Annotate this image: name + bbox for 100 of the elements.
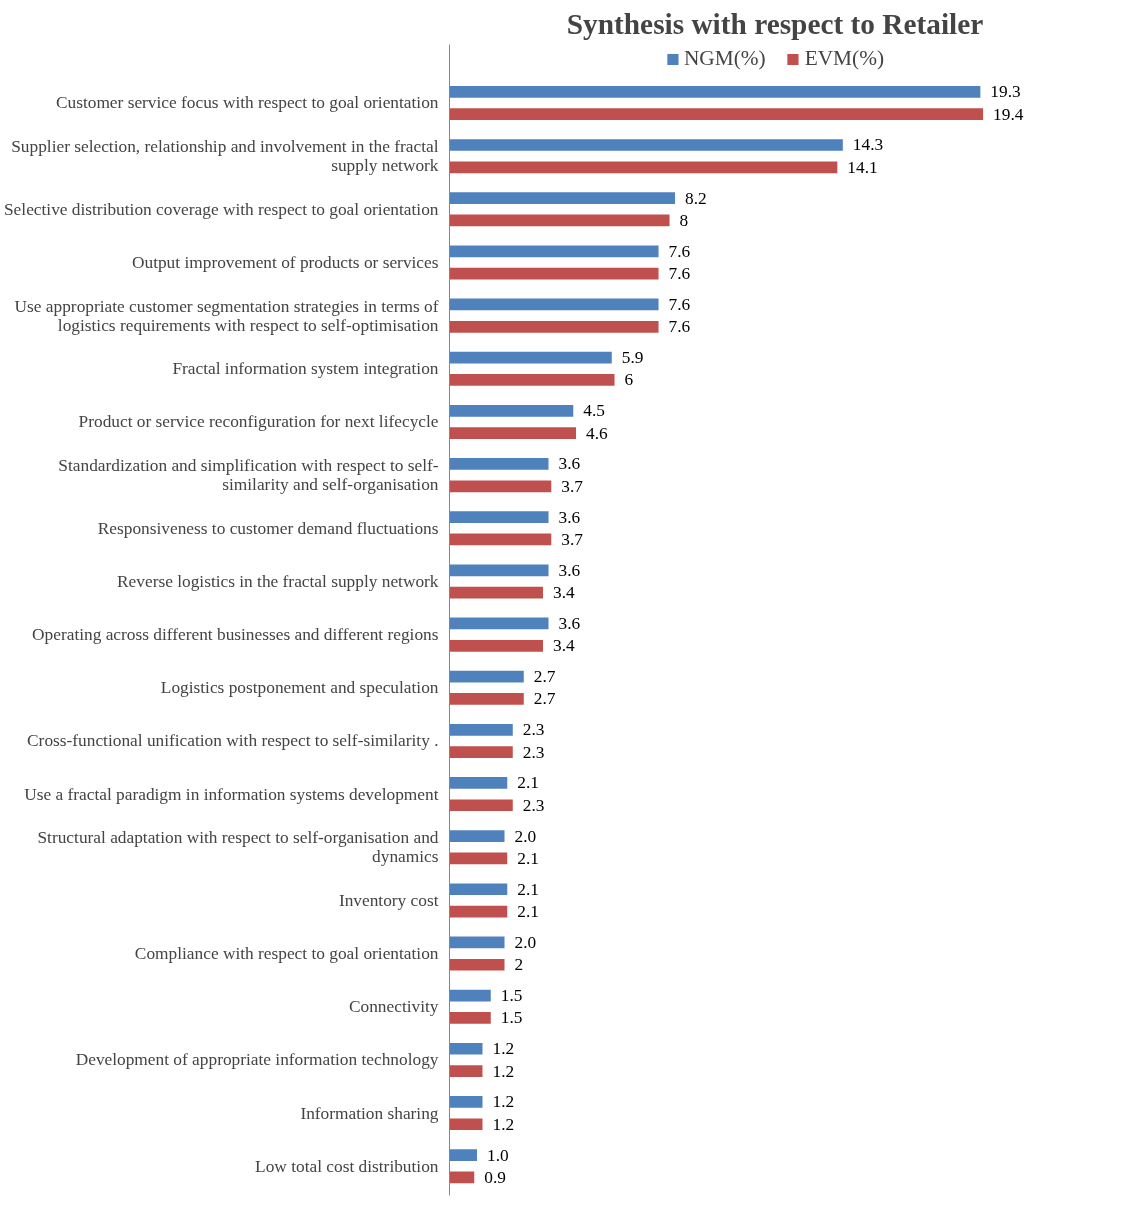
data-label: 1.2	[492, 1039, 515, 1059]
bar	[449, 108, 984, 120]
y-tick-label: Logistics postponement and speculation	[160, 678, 439, 698]
data-label: 19.4	[993, 104, 1024, 124]
data-label: 1.0	[487, 1145, 509, 1165]
bar	[449, 245, 659, 258]
data-label: 8.2	[685, 188, 707, 208]
bar	[449, 693, 524, 705]
data-label: 1.2	[492, 1092, 515, 1112]
data-label: 3.6	[558, 507, 581, 527]
data-label: 0.9	[484, 1167, 506, 1187]
legend-label: EVM(%)	[804, 46, 885, 71]
data-label: 2.3	[522, 795, 545, 815]
bar	[449, 989, 491, 1002]
data-label: 3.6	[558, 613, 581, 633]
data-label: 2.0	[514, 826, 537, 846]
bar	[449, 670, 524, 683]
bar	[449, 511, 549, 523]
bar	[449, 723, 513, 736]
bar	[449, 639, 544, 652]
bar	[449, 564, 549, 577]
bar	[449, 1149, 478, 1161]
bar	[449, 1012, 491, 1024]
data-label: 7.6	[668, 241, 691, 261]
y-tick-label: Customer service focus with respect to goal orientation	[55, 93, 439, 113]
y-tick-label: Fractal information system integration	[172, 359, 439, 379]
data-label: 7.6	[668, 264, 691, 284]
y-tick-label: Selective distribution coverage with respect to goal orientation	[3, 199, 439, 219]
data-label: 6	[624, 370, 634, 390]
bar	[449, 799, 513, 812]
y-tick-label: Supplier selection, relationship and involvement in the fractal supply network	[11, 137, 439, 176]
data-label: 2.0	[514, 932, 537, 952]
bar	[449, 1096, 483, 1108]
bar	[449, 351, 612, 364]
data-label: 3.7	[561, 476, 584, 496]
y-tick-label: Product or service reconfiguration for next lifecycle	[78, 412, 439, 432]
bar	[449, 617, 549, 630]
bar	[449, 852, 508, 865]
data-label: 1.5	[500, 986, 523, 1006]
data-label: 2.3	[522, 720, 545, 740]
y-tick-label: Inventory cost	[338, 890, 439, 910]
y-tick-label: Output improvement of products or services	[131, 252, 439, 272]
y-tick-label: Connectivity	[348, 997, 439, 1017]
bar	[449, 214, 670, 227]
y-tick-label: Compliance with respect to goal orientation	[134, 944, 439, 964]
bar	[449, 427, 577, 439]
bar	[449, 958, 505, 971]
bar	[449, 883, 508, 896]
data-label: 4.5	[583, 401, 605, 421]
data-label: 14.3	[852, 135, 884, 155]
data-label: 7.6	[668, 294, 691, 314]
data-label: 4.6	[586, 423, 609, 443]
bar	[449, 404, 574, 417]
data-label: 2.1	[517, 902, 539, 922]
bar	[449, 85, 981, 98]
bar	[449, 830, 505, 842]
data-label: 2.7	[533, 689, 556, 709]
bar	[449, 192, 676, 204]
data-label: 2.1	[517, 848, 539, 868]
data-label: 14.1	[847, 157, 878, 177]
data-label: 1.2	[492, 1114, 515, 1134]
y-tick-label: Use a fractal paradigm in information systems development	[24, 784, 439, 804]
y-tick-label: Standardization and simplification with respect to self-similarity and self-organisation	[58, 456, 439, 495]
bar	[449, 298, 659, 311]
data-label: 7.6	[668, 317, 691, 337]
bar	[449, 1118, 483, 1131]
bar	[449, 746, 513, 758]
data-label: 5.9	[621, 348, 644, 368]
bar	[449, 1065, 483, 1077]
data-label: 8	[679, 210, 689, 230]
bar	[449, 374, 615, 386]
data-label: 19.3	[990, 82, 1021, 102]
bar	[449, 480, 552, 493]
y-tick-label: Information sharing	[300, 1103, 439, 1123]
y-tick-label: Low total cost distribution	[255, 1156, 439, 1176]
data-label: 3.4	[553, 636, 576, 656]
y-tick-label: Development of appropriate information technology	[75, 1050, 439, 1070]
bar	[449, 458, 549, 470]
bar	[449, 936, 505, 949]
data-label: 2.1	[517, 773, 539, 793]
bar	[449, 267, 659, 280]
y-tick-label: Structural adaptation with respect to self-organisation and dynamics	[37, 828, 439, 867]
bar	[449, 1171, 475, 1184]
bar	[449, 139, 843, 151]
bar	[449, 320, 659, 333]
bar	[449, 161, 838, 174]
data-label: 3.7	[561, 529, 584, 549]
chart-title: Synthesis with respect to Retailer	[566, 7, 984, 40]
y-tick-label: Cross-functional unification with respect to self-similarity .	[27, 731, 439, 751]
bar	[449, 533, 552, 546]
bar	[449, 586, 544, 599]
data-label: 2.7	[533, 667, 556, 687]
data-label: 3.6	[558, 560, 581, 580]
bar	[449, 1042, 483, 1055]
y-tick-label: Operating across different businesses and different regions	[32, 625, 439, 645]
data-label: 1.2	[492, 1061, 515, 1081]
bar	[449, 905, 508, 918]
data-label: 1.5	[500, 1008, 523, 1028]
data-label: 3.4	[553, 583, 576, 603]
bar	[449, 777, 508, 789]
